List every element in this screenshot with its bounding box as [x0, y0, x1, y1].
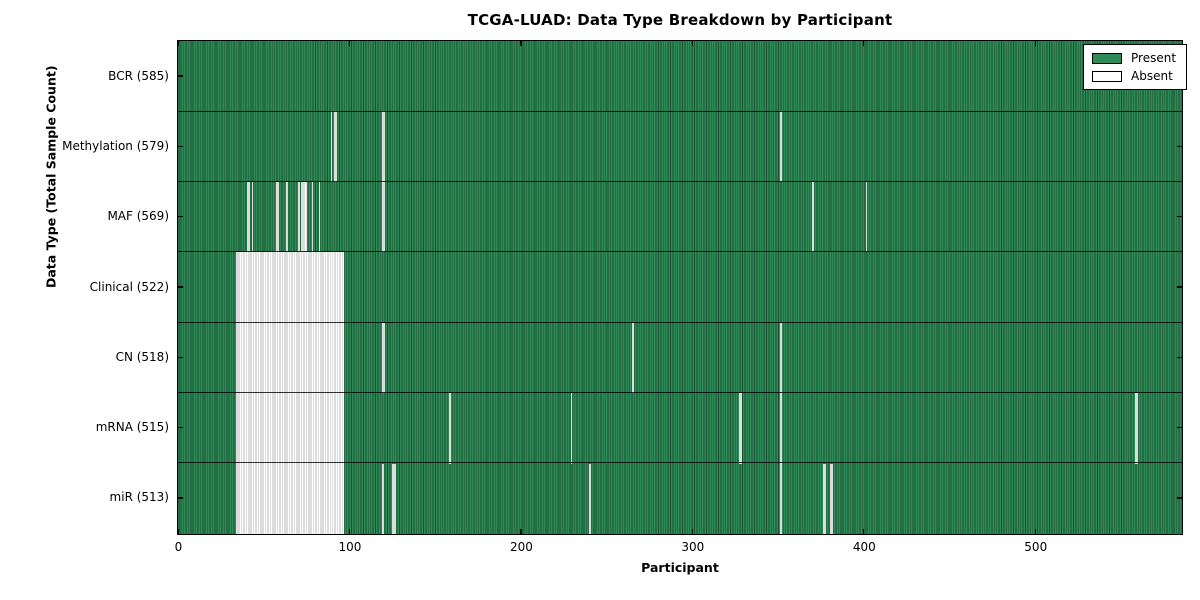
- absent-segment: [382, 111, 386, 182]
- x-tick-label: 200: [509, 540, 533, 554]
- chart-title: TCGA-LUAD: Data Type Breakdown by Partic…: [467, 11, 893, 29]
- x-tick-mark: [863, 529, 865, 534]
- absent-segment: [779, 393, 782, 464]
- row-cn: [178, 322, 1182, 394]
- absent-segment: [286, 181, 288, 253]
- absent-segment: [829, 463, 833, 534]
- absent-segment: [236, 463, 345, 534]
- y-tick-mark: [1177, 216, 1182, 218]
- absent-segment: [301, 181, 307, 253]
- x-tick-mark: [691, 41, 693, 46]
- absent-segment: [246, 181, 250, 253]
- x-tick-mark: [348, 41, 351, 46]
- absent-segment: [779, 111, 782, 182]
- y-tick-mark: [178, 216, 183, 218]
- absent-segment: [236, 393, 345, 464]
- y-tick-mark: [178, 426, 183, 429]
- row-separator: [178, 181, 1182, 183]
- absent-segment: [382, 463, 384, 534]
- y-tick-mark: [1177, 145, 1182, 148]
- y-tick-mark: [178, 75, 183, 77]
- y-tick-mark: [178, 356, 183, 358]
- y-tick-label: CN (518): [115, 349, 169, 364]
- legend-label-absent: Absent: [1131, 69, 1173, 83]
- row-separator: [178, 110, 1182, 112]
- x-tick-mark: [520, 529, 522, 534]
- x-tick-mark: [691, 529, 693, 534]
- absent-segment: [779, 322, 782, 394]
- absent-segment: [298, 181, 300, 253]
- absent-segment: [382, 322, 386, 394]
- legend-swatch-absent: [1092, 70, 1122, 82]
- absent-segment: [382, 181, 386, 253]
- y-tick-label: BCR (585): [108, 68, 169, 83]
- y-tick-mark: [1177, 356, 1182, 358]
- y-tick-label: Clinical (522): [89, 279, 169, 294]
- y-tick-label: miR (513): [109, 490, 169, 505]
- absent-segment: [251, 181, 254, 253]
- row-mrna: [178, 393, 1182, 464]
- absent-segment: [236, 252, 345, 323]
- row-bcr: [178, 41, 1182, 112]
- absent-segment: [330, 111, 333, 182]
- x-tick-label: 0: [174, 540, 183, 554]
- row-separator: [178, 321, 1182, 323]
- legend-entry-absent: Absent: [1092, 67, 1176, 85]
- x-tick-label: 300: [681, 540, 705, 554]
- absent-segment: [236, 322, 345, 394]
- legend: Present Absent: [1083, 44, 1188, 90]
- y-tick-mark: [178, 497, 183, 499]
- absent-segment: [275, 181, 280, 253]
- row-methylation: [178, 111, 1182, 182]
- x-tick-label: 100: [338, 540, 362, 554]
- y-tick-label: MAF (569): [107, 209, 169, 224]
- absent-segment: [392, 463, 396, 534]
- legend-entry-present: Present: [1092, 49, 1176, 67]
- absent-segment: [865, 181, 868, 253]
- y-tick-label: mRNA (515): [95, 420, 169, 435]
- absent-segment: [738, 393, 743, 464]
- row-maf: [178, 181, 1182, 253]
- row-separator: [178, 251, 1182, 253]
- x-tick-mark: [1034, 529, 1036, 534]
- y-tick-mark: [1177, 497, 1182, 499]
- absent-segment: [1134, 393, 1139, 464]
- legend-swatch-present: [1092, 52, 1122, 64]
- absent-segment: [570, 393, 573, 464]
- y-tick-mark: [178, 286, 183, 288]
- x-axis-label: Participant: [641, 560, 719, 575]
- y-tick-mark: [1177, 286, 1182, 288]
- absent-segment: [589, 463, 592, 534]
- row-clinical: [178, 252, 1182, 323]
- row-separator: [178, 462, 1182, 464]
- rows-container: [177, 41, 1182, 534]
- x-tick-mark: [177, 529, 179, 534]
- x-tick-mark: [348, 529, 351, 534]
- x-tick-mark: [520, 41, 522, 46]
- absent-segment: [334, 111, 338, 182]
- absent-segment: [311, 181, 314, 253]
- absent-segment: [822, 463, 827, 534]
- plot-area: [177, 40, 1183, 535]
- y-tick-mark: [178, 145, 183, 148]
- y-tick-label: Methylation (579): [62, 138, 169, 153]
- row-mir: [178, 463, 1182, 534]
- x-tick-mark: [1034, 41, 1036, 46]
- absent-segment: [812, 181, 815, 253]
- row-separator: [178, 391, 1182, 393]
- absent-segment: [779, 463, 782, 534]
- y-tick-mark: [1177, 426, 1182, 429]
- x-tick-mark: [177, 41, 179, 46]
- absent-segment: [632, 322, 635, 394]
- absent-segment: [448, 393, 451, 464]
- legend-label-present: Present: [1131, 51, 1177, 65]
- absent-segment: [318, 181, 321, 253]
- x-tick-label: 400: [852, 540, 876, 554]
- x-tick-mark: [863, 41, 865, 46]
- x-tick-label: 500: [1024, 540, 1048, 554]
